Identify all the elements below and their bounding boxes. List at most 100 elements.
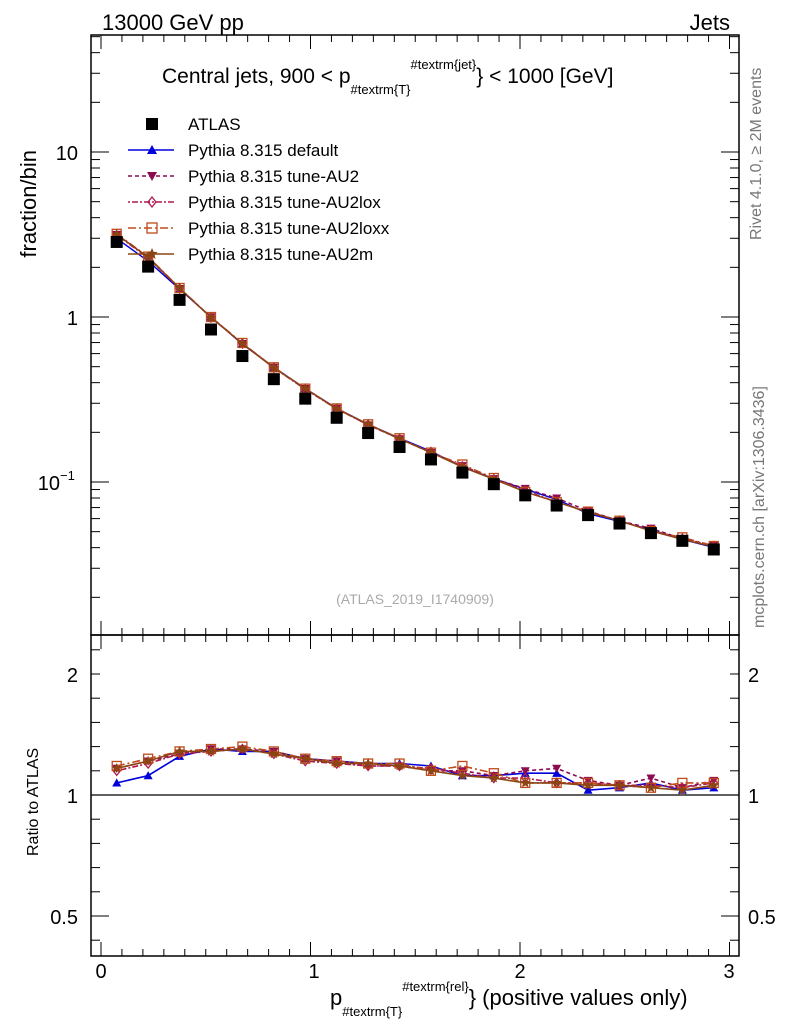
series-point-ratio-4 [425, 765, 437, 776]
series-point-ratio-1 [552, 764, 562, 773]
series-point-ratio-4 [677, 784, 688, 795]
series-point-ratio-0 [583, 785, 593, 794]
series-line-main-3 [116, 233, 714, 547]
legend-marker-1 [147, 145, 157, 154]
ratio-ytick-1: 1 [67, 786, 78, 808]
series-point-ratio-4 [582, 779, 594, 790]
legend-marker-0 [146, 118, 158, 130]
atlas-data-point [330, 411, 343, 424]
title-sub: #textrm{T} [351, 82, 412, 97]
analysis-id: (ATLAS_2019_I1740909) [336, 591, 494, 607]
series-point-ratio-4 [268, 748, 280, 759]
atlas-data-point [267, 373, 280, 386]
series-point-ratio-4 [708, 779, 719, 790]
series-point-ratio-4 [520, 777, 531, 788]
ratio-ytick-2-right: 2 [748, 665, 759, 687]
series-point-ratio-4 [488, 772, 499, 783]
legend-marker-5 [146, 248, 158, 259]
atlas-data-point [236, 350, 249, 363]
series-point-ratio-4 [551, 777, 562, 788]
series-point-ratio-4 [645, 782, 657, 793]
legend-marker-3 [147, 195, 157, 209]
series-line-main-1 [116, 233, 714, 546]
ytick-label-10: 10 [56, 143, 78, 165]
ytick-label-0p1-exp: −1 [60, 468, 75, 483]
xtick-1: 1 [308, 961, 319, 983]
ratio-ytick-2: 2 [67, 665, 78, 687]
rivet-label: Rivet 4.1.0, ≥ 2M events [748, 68, 765, 240]
series-point-ratio-4 [205, 745, 217, 756]
series-point-ratio-0 [112, 778, 122, 787]
legend-label-3: Pythia 8.315 tune-AU2lox [188, 193, 381, 212]
atlas-data-point [613, 517, 626, 530]
main-series-group [110, 228, 720, 556]
series-point-main-4 [300, 383, 311, 394]
series-point-main-4 [205, 312, 217, 323]
xlabel-sup: #textrm{rel} [402, 979, 469, 994]
series-line-main-2 [116, 234, 714, 547]
header-right: Jets [690, 10, 730, 35]
atlas-data-point [362, 427, 375, 440]
title-post: } < 1000 [GeV] [476, 65, 613, 88]
atlas-data-point [204, 323, 217, 336]
atlas-data-point [487, 478, 500, 491]
xtick-0: 0 [95, 961, 106, 983]
xlabel-pre: p [330, 985, 342, 1010]
series-point-main-4 [237, 338, 248, 348]
series-point-ratio-4 [614, 779, 625, 790]
series-point-main-4 [268, 362, 280, 373]
series-line-ratio-4 [116, 748, 714, 792]
ratio-series-group [111, 741, 719, 795]
legend-marker-2 [147, 172, 157, 181]
legend-label-5: Pythia 8.315 tune-AU2m [188, 245, 373, 264]
ratio-ytick-0p5: 0.5 [50, 907, 78, 929]
axis-ticks [91, 35, 739, 956]
atlas-data-point [707, 543, 720, 556]
title-sup: #textrm{jet} [411, 57, 477, 72]
atlas-data-point [519, 489, 532, 502]
series-point-main-4 [174, 282, 185, 293]
header-left: 13000 GeV pp [102, 10, 244, 35]
x-axis-label: p#textrm{T} #textrm{rel}} (positive value… [330, 979, 688, 1019]
series-point-ratio-4 [174, 745, 185, 756]
legend-marker-4 [146, 222, 158, 234]
plot-title: Central jets, 900 < p#textrm{T} #textrm{j… [162, 57, 613, 97]
series-point-ratio-4 [457, 770, 468, 781]
series-point-ratio-4 [331, 758, 342, 768]
series-point-ratio-4 [111, 762, 122, 773]
series-point-ratio-1 [646, 774, 656, 783]
series-point-main-4 [362, 418, 374, 429]
series-point-ratio-4 [300, 753, 311, 764]
legend-label-2: Pythia 8.315 tune-AU2 [188, 167, 359, 186]
atlas-data-point [142, 260, 155, 273]
ratio-ytick-0p5-right: 0.5 [748, 907, 776, 929]
series-line-main-4 [116, 233, 714, 548]
y-axis-label-ratio: Ratio to ATLAS [25, 748, 42, 856]
title-pre: Central jets, 900 < p [162, 65, 351, 88]
xtick-2: 2 [514, 961, 525, 983]
series-point-main-4 [331, 403, 342, 414]
series-point-ratio-4 [394, 760, 405, 771]
ytick-label-0p1-base: 10 [38, 473, 60, 495]
series-point-ratio-1 [520, 767, 530, 776]
atlas-data-point [393, 440, 406, 453]
legend-label-1: Pythia 8.315 default [188, 141, 339, 160]
ytick-label-0p1: 10 [38, 473, 60, 495]
atlas-data-point [644, 527, 657, 540]
atlas-data-point [424, 453, 437, 466]
atlas-data-point [550, 499, 563, 512]
atlas-data-point [582, 509, 595, 522]
series-point-ratio-4 [362, 758, 374, 768]
series-point-ratio-0 [143, 771, 153, 780]
legend-label-0: ATLAS [188, 115, 241, 134]
mcplots-label: mcplots.cern.ch [arXiv:1306.3436] [751, 386, 768, 628]
atlas-data-point [299, 392, 312, 405]
series-line-ratio-3 [116, 745, 714, 789]
series-point-ratio-4 [142, 755, 154, 766]
atlas-data-point [110, 235, 123, 248]
xlabel-sub: #textrm{T} [342, 1004, 403, 1019]
atlas-data-point [456, 466, 469, 479]
y-axis-label-main: fraction/bin [16, 150, 41, 258]
series-point-main-4 [142, 251, 154, 262]
